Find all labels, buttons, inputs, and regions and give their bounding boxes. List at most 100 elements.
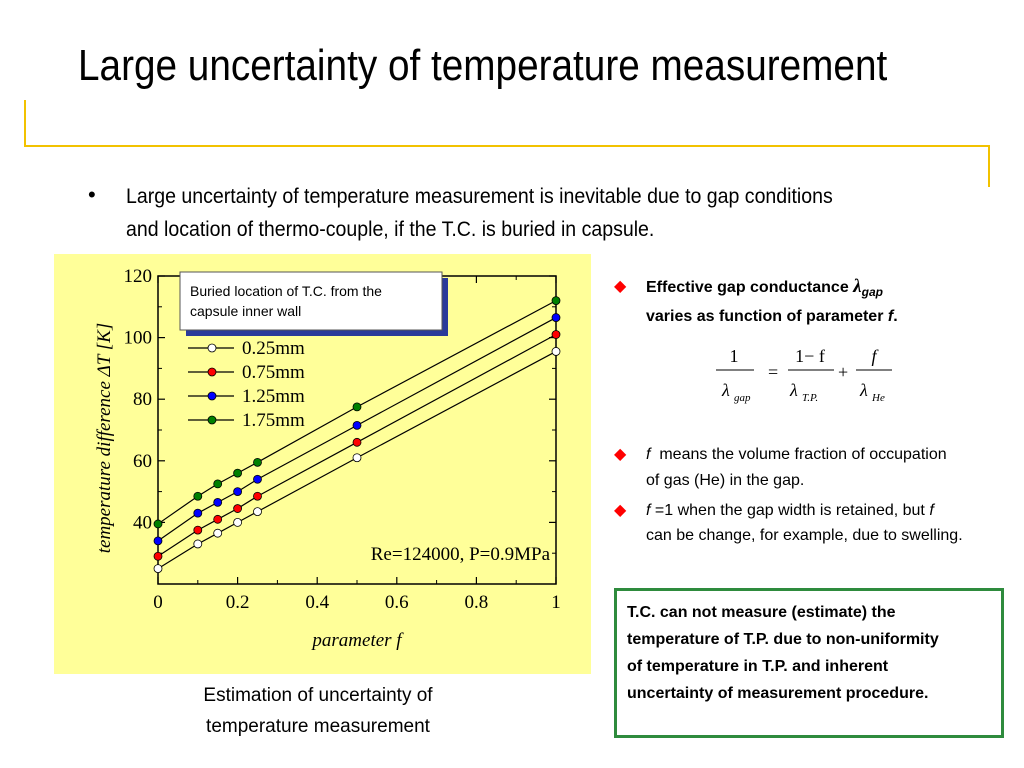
legend-label: 1.25mm [242,386,305,407]
y-tick-label: 60 [133,451,152,472]
formula-t2-lambda: λ [859,380,868,400]
f-equals-one-line2: can be change, for example, due to swell… [646,527,963,544]
formula-plus: + [838,362,848,382]
f-symbol: f [646,502,651,519]
x-tick-label: 0.2 [226,592,250,613]
gap-conductance-line2: varies as function of parameter f. [646,305,898,329]
chart-annotation: Re=124000, P=0.9MPa [371,544,551,565]
y-tick-label: 80 [133,389,152,410]
data-point [193,491,203,501]
data-point [213,479,223,489]
formula-t2-sub: He [871,392,885,404]
legend-label: 0.75mm [242,362,305,383]
gap-conductance-text: Effective gap conductance [646,279,849,296]
formula-lhs-numerator: 1 [730,346,739,366]
data-point [213,497,223,507]
data-point [233,504,243,513]
gap-conductance-formula: 1 λ gap = 1− f λ T.P. + f λ He [716,346,892,404]
x-axis-label: parameter f [310,630,404,651]
data-point [233,517,243,527]
slide-title: Large uncertainty of temperature measure… [78,41,888,90]
data-point [253,507,262,517]
data-point [551,347,561,356]
legend-box-line1: Buried location of T.C. from the [190,283,382,299]
decor-line-vertical-right [988,145,990,187]
lambda-symbol: λ [853,276,862,297]
diamond-bullet-icon: ◆ [614,446,627,463]
data-point [352,437,362,447]
x-tick-label: 0 [153,592,163,613]
f-equals-one-line1: f =1 when the gap width is retained, but… [646,499,934,523]
data-point [233,487,243,497]
legend-label: 1.75mm [242,410,305,431]
legend-box-line2: capsule inner wall [190,303,301,319]
data-point [551,330,561,339]
chart-caption-line2: temperature measurement [206,716,430,737]
formula-t1-lambda: λ [789,380,798,400]
data-point [193,508,203,518]
data-point [551,313,561,322]
data-point [352,420,362,430]
tc-limitation-note: T.C. can not measure (estimate) the temp… [614,588,1004,738]
formula-t1-sub: T.P. [802,392,818,404]
data-point [153,564,163,574]
legend-box [179,271,443,331]
data-point [153,519,163,529]
note-line: uncertainty of measurement procedure. [627,685,929,702]
period: . [893,308,898,325]
x-tick-label: 0.6 [385,592,409,613]
y-tick-label: 120 [124,266,153,287]
legend-marker [207,343,217,353]
formula-lhs-lambda: λ [721,380,730,400]
uncertainty-chart: 40 60 80 100 120 0 0.2 0.4 0.6 0.8 1 parameter f tem… [94,266,561,651]
data-point [213,514,223,524]
y-tick-label: 40 [133,512,152,533]
diamond-bullet-icon: ◆ [614,278,627,295]
data-point [551,296,561,306]
data-point [352,402,362,412]
data-point [253,491,262,501]
data-point [153,536,163,546]
intro-bullet-text: Large uncertainty of temperature measure… [126,185,833,241]
f-meaning-line1: f means the volume fraction of occupatio… [646,443,947,467]
legend-marker [207,367,217,377]
f-symbol: f [929,502,934,519]
legend-marker [207,415,217,425]
lambda-subscript-gap: gap [861,285,883,300]
formula-t2-numerator: f [871,346,879,366]
note-line: of temperature in T.P. and inherent [627,658,889,675]
f-equals-one-text: =1 when the gap width is retained, but [654,502,925,519]
gap-conductance-line1: Effective gap conductance λgap [646,275,883,304]
decor-line-vertical-left [24,100,26,146]
data-point [193,525,203,535]
decor-line-horizontal [24,145,990,147]
x-tick-label: 1 [551,592,561,613]
data-point [352,453,362,463]
data-point [253,474,262,484]
bullet-marker: • [88,182,96,207]
data-point [233,468,243,478]
data-point [253,457,262,467]
formula-equals: = [768,362,778,382]
y-axis-label: temperature difference ΔT [K] [94,323,115,554]
data-point [193,539,203,549]
formula-lhs-sub: gap [734,392,751,404]
f-meaning-line2: of gas (He) in the gap. [646,472,805,489]
note-line: T.C. can not measure (estimate) the [627,604,896,621]
diamond-bullet-icon: ◆ [614,502,627,519]
chart-caption: Estimation of uncertainty of temperature… [170,680,466,742]
parameter-f: f [887,308,894,325]
data-point [213,528,223,538]
legend-marker [207,391,217,401]
note-line: temperature of T.P. due to non-uniformit… [627,631,939,648]
y-tick-label: 100 [124,328,153,349]
chart-caption-line1: Estimation of uncertainty of [203,685,433,706]
x-tick-label: 0.8 [465,592,489,613]
f-symbol: f [646,446,651,463]
legend-label: 0.25mm [242,338,305,359]
formula-t1-numerator: 1− f [795,346,825,366]
f-meaning-text: means the volume fraction of occupation [659,446,947,463]
varies-text: varies as function of parameter [646,308,884,325]
x-tick-label: 0.4 [305,592,329,613]
data-point [153,551,163,561]
